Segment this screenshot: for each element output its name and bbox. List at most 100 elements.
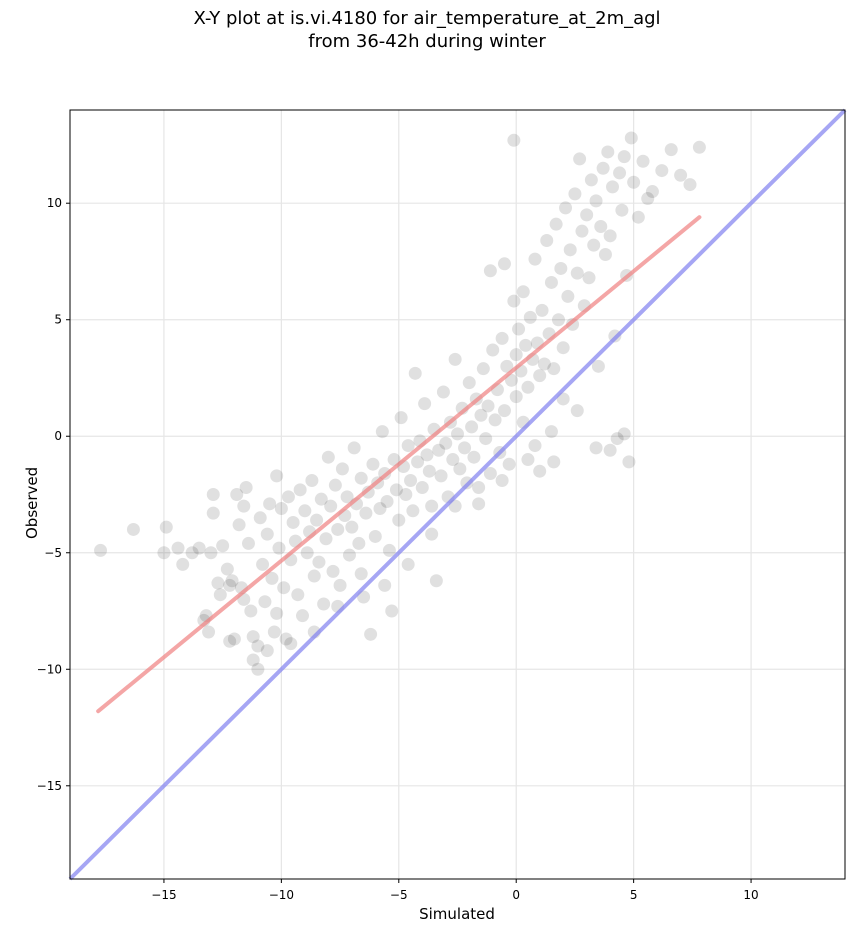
data-point [429,574,443,588]
data-point [453,462,467,476]
data-point [603,229,617,243]
data-point [561,289,575,303]
data-point [613,166,627,180]
data-point [300,546,314,560]
data-point [422,464,436,478]
data-point [305,474,319,488]
data-point [481,399,495,413]
data-point [192,541,206,555]
x-tick-label: 10 [743,888,758,902]
data-point [291,588,305,602]
data-point [516,285,530,299]
data-point [387,453,401,467]
data-point [580,208,594,222]
data-point [256,557,270,571]
data-point [596,161,610,175]
data-point [340,490,354,504]
data-point [507,294,521,308]
data-point [528,439,542,453]
data-point [624,131,638,145]
data-point [537,357,551,371]
data-point [610,432,624,446]
data-point [408,366,422,380]
data-point [509,390,523,404]
data-point [446,453,460,467]
data-point [260,527,274,541]
x-tick-label: 0 [512,888,520,902]
data-point [385,604,399,618]
data-point [319,532,333,546]
data-point [317,597,331,611]
data-point [432,443,446,457]
x-tick-label: 5 [630,888,638,902]
x-tick-label: −15 [151,888,176,902]
data-point [94,543,108,557]
data-point [582,271,596,285]
data-point [220,562,234,576]
data-point [664,143,678,157]
data-point [347,441,361,455]
data-point [636,154,650,168]
data-point [474,408,488,422]
data-point [603,443,617,457]
data-point [389,483,403,497]
data-point [260,644,274,658]
data-point [622,455,636,469]
data-point [204,546,218,560]
data-point [286,515,300,529]
data-point [587,238,601,252]
data-point [483,264,497,278]
data-point [674,168,688,182]
data-point [270,469,284,483]
data-point [373,501,387,515]
data-point [535,303,549,317]
y-axis-label: Observed [23,466,41,539]
data-point [328,478,342,492]
data-point [352,536,366,550]
data-point [509,348,523,362]
data-point [399,488,413,501]
data-point [401,557,415,571]
data-point [434,469,448,483]
data-point [425,527,439,541]
regression-line [96,215,702,714]
data-point [321,450,335,464]
data-point [617,150,631,164]
data-point [497,257,511,271]
data-point [556,341,570,355]
data-point [310,513,324,527]
data-point [345,520,359,534]
data-point [570,404,584,418]
data-point [683,178,697,192]
data-point [404,474,418,488]
y-tick-label: 0 [54,429,62,443]
y-axis-ticks: −15 −10 −5 0 5 10 [37,196,70,793]
data-point [307,569,321,583]
data-point [465,420,479,434]
data-point [342,548,356,562]
data-point [312,555,326,569]
data-point [354,471,368,485]
data-point [467,450,481,464]
data-point [246,653,260,667]
data-point [549,217,563,231]
data-point [436,385,450,399]
data-point [556,392,570,406]
data-point [335,462,349,476]
data-point [425,499,439,513]
data-point [554,261,568,275]
data-point [185,546,199,560]
data-point [382,543,396,557]
data-point [476,362,490,376]
data-point [253,511,267,525]
grid-lines [70,110,845,879]
data-point [601,145,615,159]
data-point [627,175,641,189]
data-point [551,313,565,327]
data-point [326,564,340,578]
data-point [411,455,425,469]
data-point [232,518,246,532]
data-point [495,331,509,345]
data-point [570,266,584,280]
